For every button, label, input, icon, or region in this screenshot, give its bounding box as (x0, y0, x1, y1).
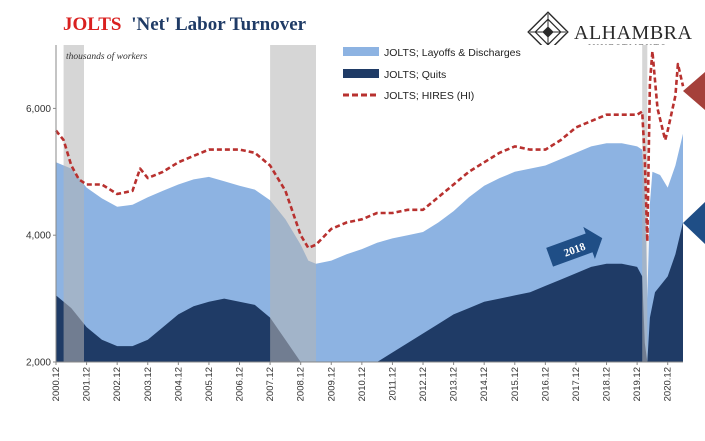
x-tick-label: 2003.12 (143, 367, 154, 401)
x-ticks: 2000.12 2001.12 2002.12 2003.12 2004.12 2005.… (51, 362, 674, 401)
x-tick-label: 2004.12 (173, 367, 184, 401)
logo-name: ALHAMBRA (574, 22, 693, 44)
x-tick-label: 2012.12 (418, 367, 429, 401)
legend: JOLTS; Layoffs & Discharges JOLTS; Quits… (343, 47, 521, 102)
x-tick-label: 2002.12 (112, 367, 123, 401)
chart-title-part1: JOLTS (63, 14, 121, 35)
legend-swatch-quits (343, 69, 379, 78)
unit-label: thousands of workers (66, 51, 148, 62)
x-tick-label: 2018.12 (602, 367, 613, 401)
x-tick-label: 2000.12 (51, 367, 62, 401)
x-tick-label: 2010.12 (357, 367, 368, 401)
x-tick-label: 2013.12 (449, 367, 460, 401)
chart-title: JOLTS 'Net' Labor Turnover (63, 14, 307, 35)
recession-band-1 (270, 45, 316, 362)
recession-band-0 (63, 45, 84, 362)
legend-label-layoffs: JOLTS; Layoffs & Discharges (384, 47, 521, 59)
legend-label-hires: JOLTS; HIRES (HI) (384, 90, 474, 102)
x-tick-label: 2017.12 (571, 367, 582, 401)
x-tick-label: 2005.12 (204, 367, 215, 401)
x-tick-label: 2019.12 (632, 367, 643, 401)
x-tick-label: 2008.12 (296, 367, 307, 401)
x-tick-label: 2014.12 (479, 367, 490, 401)
x-tick-label: 2015.12 (510, 367, 521, 401)
y-ticks: 2,000 4,000 6,000 (26, 104, 56, 369)
series-area-1 (56, 222, 683, 362)
recession-band-2 (642, 45, 648, 362)
quits-pointer-arrow-icon (683, 202, 705, 244)
x-tick-label: 2001.12 (82, 367, 93, 401)
legend-swatch-layoffs (343, 47, 379, 56)
x-tick-label: 2016.12 (540, 367, 551, 401)
y-tick-label: 2,000 (26, 358, 51, 369)
recession-bands (63, 45, 648, 362)
x-tick-label: 2009.12 (326, 367, 337, 401)
hires-pointer-arrow-icon (683, 72, 705, 110)
annotation-2018: 2018 (546, 226, 603, 267)
x-tick-label: 2011.12 (387, 367, 398, 401)
x-tick-label: 2006.12 (235, 367, 246, 401)
y-tick-label: 6,000 (26, 104, 51, 115)
y-tick-label: 4,000 (26, 231, 51, 242)
legend-label-quits: JOLTS; Quits (384, 69, 446, 81)
x-tick-label: 2007.12 (265, 367, 276, 401)
series-lines (54, 49, 685, 250)
series-line-2 (54, 49, 685, 250)
annotation-arrow-icon (546, 226, 603, 267)
series-areas (56, 133, 683, 362)
x-tick-label: 2020.12 (663, 367, 674, 401)
chart-title-part2: 'Net' Labor Turnover (131, 14, 306, 35)
